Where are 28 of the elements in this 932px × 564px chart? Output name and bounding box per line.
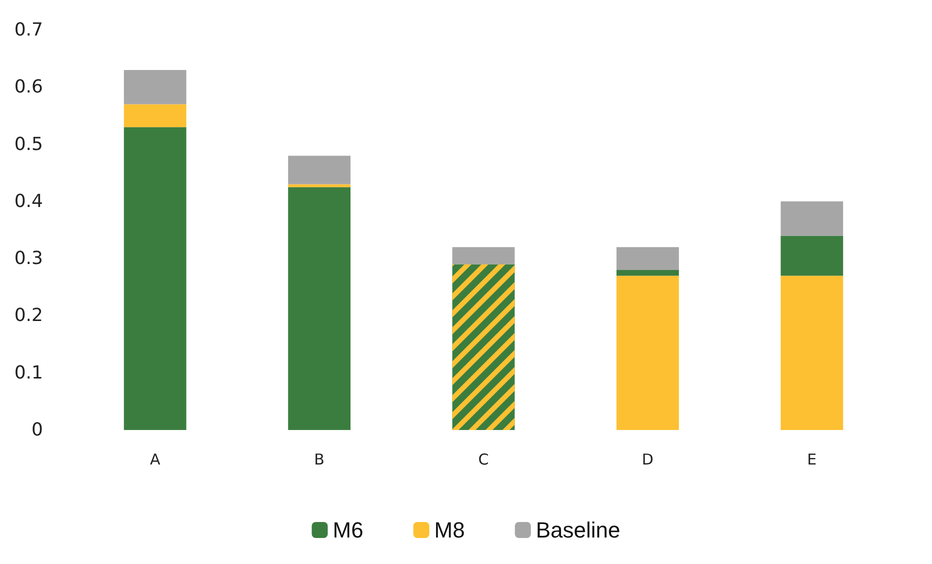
x-tick-label: A (150, 450, 161, 468)
bar (780, 236, 844, 276)
y-tick-label: 0.5 (14, 134, 43, 155)
bar (288, 156, 350, 184)
y-tick-label: 0.2 (14, 305, 43, 326)
legend-label: Baseline (536, 518, 620, 542)
bar (124, 70, 186, 104)
bar (452, 247, 515, 264)
y-tick-label: 0.1 (14, 362, 43, 384)
bar (288, 187, 350, 430)
y-tick-label: 0.7 (14, 20, 43, 40)
legend-label: M8 (434, 518, 465, 542)
bar (616, 276, 679, 430)
legend-label: M6 (332, 518, 364, 542)
bar (780, 276, 844, 430)
x-tick-label: C (478, 450, 489, 468)
bar (124, 104, 186, 128)
bar (616, 270, 679, 276)
bar (124, 127, 186, 430)
x-tick-label: D (642, 450, 654, 468)
bar (780, 201, 844, 236)
x-tick-label: E (807, 450, 817, 468)
bar (616, 247, 679, 270)
y-tick-label: 0.3 (14, 248, 43, 270)
y-tick-label: 0.6 (14, 76, 43, 98)
x-tick-label: B (314, 450, 324, 468)
y-tick-label: 0.4 (14, 190, 43, 212)
y-tick-label: 0 (32, 420, 43, 440)
